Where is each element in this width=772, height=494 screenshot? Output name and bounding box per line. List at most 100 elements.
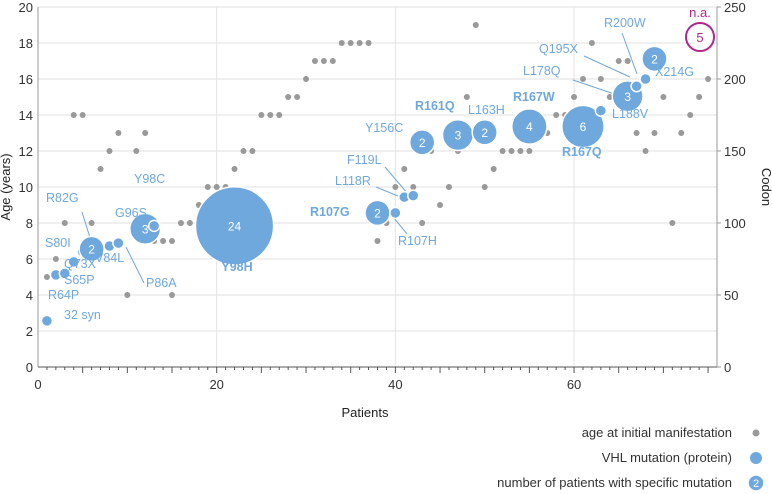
mutation-bubble (112, 236, 125, 250)
age-point (115, 130, 122, 136)
y-left-tick-label: 18 (19, 36, 33, 51)
y-left-tick-label: 12 (19, 144, 33, 159)
y-right-tick-label: 200 (724, 72, 746, 87)
mutation-label: S65P (64, 273, 95, 287)
mutation-label: L188V (612, 107, 649, 121)
legend: age at initial manifestation VHL mutatio… (497, 425, 765, 492)
x-tick-label: 60 (567, 377, 581, 392)
legend-age-text: age at initial manifestation (582, 425, 732, 440)
mutation-label: L163H (468, 103, 505, 117)
legend-age-marker (752, 429, 760, 437)
y-left-tick-label: 20 (19, 0, 33, 15)
age-point (669, 220, 676, 226)
mutation-label: R161Q (415, 99, 455, 113)
leader-line (375, 186, 399, 197)
bubble-count: 2 (651, 52, 658, 66)
bubble-count: 6 (580, 120, 587, 134)
mutation-label: Y98H (221, 260, 252, 274)
age-point (571, 94, 578, 100)
leader-line (384, 166, 409, 195)
age-point (660, 94, 667, 100)
mutation-label: Q195X (539, 42, 579, 56)
age-point (597, 76, 604, 82)
mutation-label: L178Q (523, 64, 561, 78)
age-point (160, 238, 167, 244)
age-point (651, 130, 658, 136)
age-point (642, 148, 649, 154)
age-point (276, 112, 283, 118)
y-left-tick-label: 10 (19, 180, 33, 195)
y-left-tick-label: 0 (26, 360, 33, 375)
y-left-tick-label: 4 (26, 288, 33, 303)
mutation-bubble (511, 108, 548, 145)
age-point (240, 148, 247, 154)
bubble-count: 3 (142, 222, 149, 236)
mutation-bubble (194, 186, 275, 266)
y-axis-right-title: Codon (759, 168, 772, 206)
age-point (445, 184, 452, 190)
age-point (687, 112, 694, 118)
mutation-bubble (389, 206, 402, 220)
bubble-count: 2 (88, 242, 95, 256)
age-point (606, 94, 613, 100)
age-point (303, 76, 310, 82)
mutation-label: G96S (115, 206, 147, 220)
legend-count-text: number of patients with specific mutatio… (497, 475, 732, 490)
na-count: 5 (696, 30, 703, 45)
age-point (410, 184, 417, 190)
legend-count-number: 2 (753, 478, 759, 490)
y-axis-left-title: Age (years) (0, 153, 13, 220)
x-tick-label: 0 (34, 377, 41, 392)
y-right-tick-label: 100 (724, 216, 746, 231)
age-point (499, 148, 506, 154)
age-point (463, 94, 470, 100)
bubble-count: 3 (455, 129, 462, 143)
leader-line (125, 246, 145, 284)
age-point (285, 94, 292, 100)
age-point (311, 58, 318, 64)
legend-mutation-text: VHL mutation (protein) (602, 450, 732, 465)
y-left-tick-label: 2 (26, 324, 33, 339)
age-point (356, 40, 363, 46)
mutation-label: R167W (513, 90, 555, 104)
age-point (142, 130, 149, 136)
mutation-label: R107H (398, 234, 437, 248)
age-point (392, 184, 399, 190)
age-point (419, 220, 426, 226)
bubble-count: 24 (228, 219, 242, 233)
age-point (106, 148, 113, 154)
age-point (97, 166, 104, 172)
mutation-label: V84L (95, 251, 124, 265)
age-point (508, 148, 515, 154)
age-point (579, 76, 586, 82)
bubble-count: 2 (374, 206, 381, 220)
age-point (124, 292, 131, 298)
mutation-label: R107G (310, 205, 350, 219)
mutation-label: P86A (146, 276, 177, 290)
age-point (204, 184, 211, 190)
y-left-tick-label: 8 (26, 216, 33, 231)
age-point (365, 40, 372, 46)
mutation-label: R64P (48, 288, 79, 302)
na-label: n.a. (689, 5, 711, 20)
x-tick-label: 40 (388, 377, 402, 392)
mutation-bubble (147, 219, 161, 233)
age-point (133, 148, 140, 154)
bubble-count: 4 (526, 120, 533, 134)
y-right-tick-label: 150 (724, 144, 746, 159)
leader-line (621, 32, 638, 75)
age-point (88, 220, 95, 226)
mutation-bubble (471, 119, 498, 146)
age-point (79, 112, 86, 118)
age-point (517, 148, 524, 154)
bubble-count: 2 (481, 126, 488, 140)
mutation-bubble (408, 129, 436, 156)
age-point (294, 94, 301, 100)
mutation-label: X214G (655, 65, 694, 79)
mutation-bubble (639, 72, 652, 86)
age-point (624, 58, 631, 64)
age-point (329, 58, 336, 64)
